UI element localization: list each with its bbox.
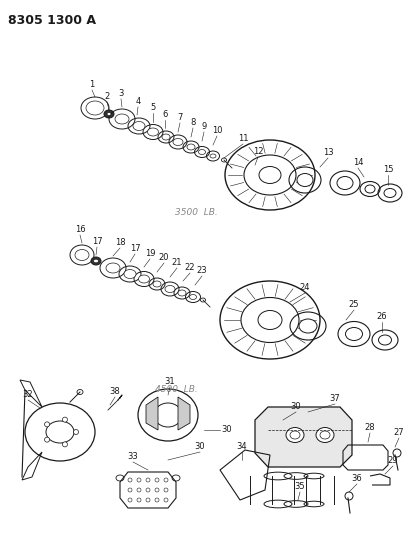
Polygon shape bbox=[255, 407, 352, 467]
Circle shape bbox=[63, 417, 68, 422]
Text: 1: 1 bbox=[89, 80, 95, 89]
Text: 8305 1300 A: 8305 1300 A bbox=[8, 14, 96, 27]
Text: 21: 21 bbox=[172, 258, 182, 267]
Ellipse shape bbox=[299, 319, 317, 333]
Text: 29: 29 bbox=[388, 456, 398, 465]
Circle shape bbox=[44, 422, 49, 427]
Text: 11: 11 bbox=[238, 134, 248, 143]
Text: 36: 36 bbox=[351, 474, 363, 483]
Text: 4: 4 bbox=[136, 97, 140, 106]
Ellipse shape bbox=[75, 249, 89, 261]
Ellipse shape bbox=[165, 286, 175, 293]
Ellipse shape bbox=[86, 101, 104, 115]
Text: 13: 13 bbox=[323, 148, 333, 157]
Ellipse shape bbox=[199, 149, 206, 155]
Circle shape bbox=[73, 430, 79, 434]
Text: 34: 34 bbox=[236, 442, 247, 451]
Text: 19: 19 bbox=[145, 249, 155, 258]
Text: 14: 14 bbox=[353, 158, 363, 167]
Ellipse shape bbox=[133, 122, 145, 131]
Ellipse shape bbox=[316, 427, 334, 442]
Text: 30: 30 bbox=[291, 402, 301, 411]
Ellipse shape bbox=[178, 290, 186, 296]
Ellipse shape bbox=[286, 427, 304, 442]
Ellipse shape bbox=[187, 144, 195, 150]
Text: 33: 33 bbox=[128, 452, 138, 461]
Text: 17: 17 bbox=[130, 244, 140, 253]
Ellipse shape bbox=[153, 281, 161, 287]
Text: 31: 31 bbox=[165, 377, 176, 386]
Text: 16: 16 bbox=[75, 225, 85, 234]
Text: 17: 17 bbox=[92, 237, 102, 246]
Ellipse shape bbox=[138, 275, 150, 283]
Text: 3: 3 bbox=[118, 89, 124, 98]
Text: 3500  LB.: 3500 LB. bbox=[175, 208, 218, 217]
Ellipse shape bbox=[147, 128, 159, 136]
Ellipse shape bbox=[190, 295, 197, 300]
Text: 23: 23 bbox=[197, 266, 207, 275]
Ellipse shape bbox=[297, 174, 313, 187]
Text: 37: 37 bbox=[330, 394, 340, 403]
Text: 5: 5 bbox=[150, 103, 156, 112]
Text: 18: 18 bbox=[115, 238, 125, 247]
Text: 27: 27 bbox=[394, 428, 404, 437]
Text: 8: 8 bbox=[190, 118, 196, 127]
Ellipse shape bbox=[104, 110, 114, 118]
Text: 28: 28 bbox=[365, 423, 375, 432]
Text: 35: 35 bbox=[295, 482, 305, 491]
Text: 25: 25 bbox=[349, 300, 359, 309]
Text: 12: 12 bbox=[253, 147, 263, 156]
Polygon shape bbox=[178, 397, 190, 430]
Ellipse shape bbox=[162, 134, 170, 140]
Ellipse shape bbox=[384, 189, 396, 198]
Ellipse shape bbox=[124, 270, 136, 279]
Ellipse shape bbox=[379, 335, 391, 345]
Polygon shape bbox=[146, 397, 158, 430]
Ellipse shape bbox=[210, 154, 216, 158]
Text: 4500  LB.: 4500 LB. bbox=[155, 385, 198, 394]
Text: 9: 9 bbox=[201, 122, 207, 131]
Text: 6: 6 bbox=[162, 110, 168, 119]
Ellipse shape bbox=[365, 185, 375, 193]
Circle shape bbox=[44, 437, 49, 442]
Ellipse shape bbox=[94, 259, 98, 263]
Text: 22: 22 bbox=[185, 263, 195, 272]
Ellipse shape bbox=[346, 327, 363, 341]
Circle shape bbox=[63, 442, 68, 447]
Text: 24: 24 bbox=[300, 283, 310, 292]
Text: 10: 10 bbox=[212, 126, 222, 135]
Text: 32: 32 bbox=[23, 390, 33, 399]
Ellipse shape bbox=[91, 257, 101, 265]
Ellipse shape bbox=[258, 311, 282, 329]
Ellipse shape bbox=[259, 166, 281, 183]
Text: 15: 15 bbox=[383, 165, 393, 174]
Ellipse shape bbox=[107, 112, 111, 116]
Text: 38: 38 bbox=[110, 387, 120, 396]
Text: 30: 30 bbox=[221, 425, 232, 434]
Ellipse shape bbox=[106, 263, 120, 273]
Ellipse shape bbox=[115, 114, 129, 124]
Ellipse shape bbox=[173, 139, 183, 146]
Text: 30: 30 bbox=[195, 442, 205, 451]
Text: 26: 26 bbox=[377, 312, 387, 321]
Ellipse shape bbox=[337, 176, 353, 190]
Text: 2: 2 bbox=[104, 92, 110, 101]
Text: 7: 7 bbox=[177, 113, 183, 122]
Text: 20: 20 bbox=[159, 253, 169, 262]
